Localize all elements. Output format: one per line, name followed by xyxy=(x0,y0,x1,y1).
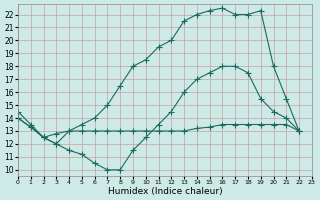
X-axis label: Humidex (Indice chaleur): Humidex (Indice chaleur) xyxy=(108,187,222,196)
